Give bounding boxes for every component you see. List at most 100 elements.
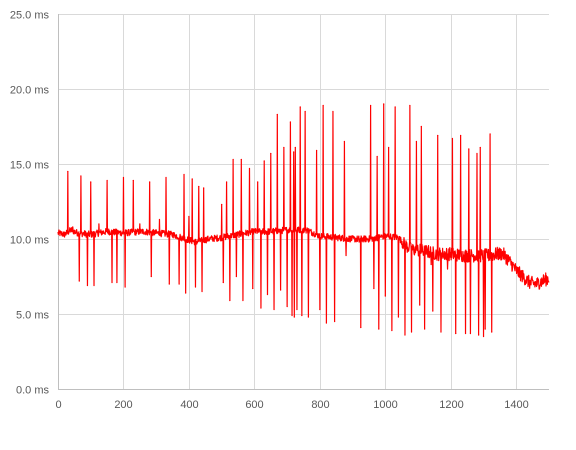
spike-point [332, 110, 334, 113]
spike-point [484, 328, 486, 330]
spike-point [235, 275, 237, 278]
x-tick-label: 0 [55, 399, 61, 411]
spike-point [178, 283, 180, 285]
spike-point [286, 305, 288, 308]
y-tick-label: 0.0 ms [16, 385, 50, 397]
spike-point [203, 187, 205, 189]
spike-point [149, 181, 151, 183]
spike-point [188, 215, 190, 218]
spike-point [201, 290, 203, 293]
spike-point [319, 308, 321, 311]
spike-point [478, 334, 480, 336]
spike-point [294, 146, 296, 149]
spike-point [384, 295, 386, 297]
y-tick-label: 10.0 ms [10, 235, 50, 247]
spike-point [437, 134, 439, 137]
spike-point [397, 316, 400, 318]
spike-point [409, 104, 411, 107]
spike-point [276, 113, 278, 116]
spike-point [98, 223, 100, 225]
spike-point [373, 287, 375, 290]
y-tick-label: 20.0 ms [10, 85, 50, 97]
spike-point [229, 299, 231, 302]
spike-point [232, 158, 234, 161]
x-tick-label: 600 [245, 399, 263, 411]
spike-point [296, 308, 298, 311]
spike-point [383, 103, 385, 105]
x-axis-tick-labels: 0 200 400 600 800 1000 1200 1400 [55, 399, 528, 411]
spike-point [404, 334, 406, 336]
spike-point [168, 283, 170, 285]
spike-point [360, 326, 362, 329]
y-tick-label: 25.0 ms [10, 10, 50, 22]
spike-point [273, 308, 275, 311]
spike-point [469, 332, 472, 335]
spike-point [464, 332, 467, 335]
spike-point [194, 286, 197, 288]
spike-point [150, 275, 152, 278]
y-axis-tick-labels: 0.0 ms 5.0 ms 10.0 ms 15.0 ms 20.0 ms 25.0 ms [10, 10, 50, 397]
spike-point [80, 175, 82, 177]
spike-point [378, 328, 380, 330]
spike-point [106, 179, 108, 182]
spike-point [165, 176, 167, 179]
spike-point [491, 331, 493, 333]
spike-point [124, 286, 126, 288]
spike-point [260, 307, 262, 309]
spike-point [424, 328, 426, 330]
spike-point [343, 140, 346, 143]
spike-point [266, 293, 269, 296]
spike-point [93, 284, 95, 287]
y-tick-label: 15.0 ms [10, 160, 50, 172]
gridlines [58, 14, 549, 390]
spike-point [86, 284, 89, 287]
spike-point [222, 281, 224, 284]
spike-point [391, 329, 393, 332]
spike-point [122, 176, 125, 179]
y-tick-label: 5.0 ms [16, 310, 50, 322]
spike-point [116, 281, 118, 284]
spike-point [430, 263, 432, 266]
x-tick-label: 200 [114, 399, 132, 411]
spike-point [291, 314, 293, 317]
spike-point [67, 170, 69, 173]
spike-point [90, 181, 92, 183]
spike-point [270, 152, 272, 155]
spike-point [72, 226, 74, 228]
spike-point [252, 287, 254, 290]
spike-point [242, 299, 244, 302]
spike-point [158, 218, 161, 221]
spike-point [198, 185, 200, 188]
spike-point [415, 140, 418, 143]
spike-point [322, 104, 324, 107]
spike-point [440, 331, 442, 333]
spike-point [248, 167, 251, 170]
spike-point [468, 148, 470, 150]
spike-point [132, 179, 134, 182]
spike-point [451, 137, 454, 140]
spike-point [139, 223, 141, 225]
spike-point [78, 280, 80, 282]
spike-point [191, 178, 193, 180]
spike-point [345, 254, 347, 257]
spike-point [410, 331, 413, 333]
spike-point [283, 146, 285, 149]
spike-point [183, 173, 185, 176]
spike-point [370, 104, 372, 107]
x-tick-label: 1400 [504, 399, 528, 411]
spike-point [476, 152, 478, 155]
spike-point [289, 121, 292, 123]
spike-point [419, 304, 421, 306]
spike-point [301, 314, 303, 317]
spike-point [293, 316, 295, 318]
spike-point [307, 316, 310, 318]
spike-point [376, 155, 378, 158]
spike-point [446, 268, 449, 270]
spike-point [358, 241, 360, 243]
spike-point [304, 110, 306, 113]
spike-point [293, 151, 295, 153]
spike-point [420, 125, 422, 128]
spike-point [479, 146, 481, 149]
spike-point [240, 158, 242, 161]
